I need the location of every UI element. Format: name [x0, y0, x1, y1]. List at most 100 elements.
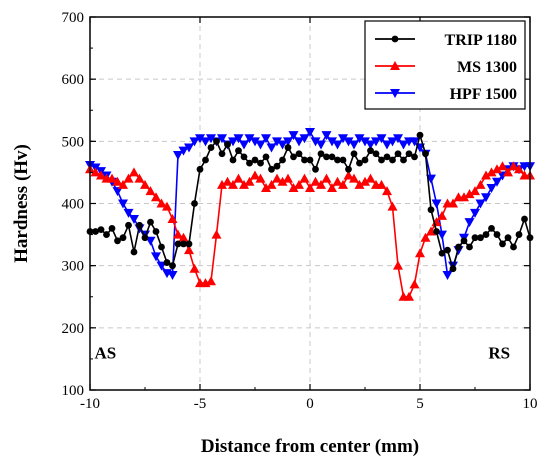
data-point	[354, 134, 365, 144]
data-point	[460, 237, 468, 245]
data-point	[158, 243, 165, 251]
data-point	[459, 192, 469, 202]
data-point	[233, 173, 244, 183]
data-point	[173, 151, 183, 161]
data-point	[387, 201, 398, 211]
data-point	[261, 134, 271, 144]
data-point	[141, 234, 149, 242]
y-tick-label: 200	[62, 321, 85, 337]
data-point	[310, 137, 321, 147]
data-point	[471, 234, 479, 242]
legend-label: TRIP 1180	[445, 32, 517, 49]
data-point	[508, 161, 519, 171]
data-point	[477, 234, 484, 242]
data-point	[239, 179, 249, 189]
data-point	[180, 240, 187, 248]
data-point	[350, 150, 358, 158]
data-point	[119, 234, 127, 242]
data-point	[360, 137, 370, 147]
data-point	[409, 279, 420, 289]
data-point	[448, 198, 458, 208]
data-point	[404, 291, 414, 301]
data-point	[213, 137, 220, 145]
annotation-rs: RS	[488, 344, 510, 363]
data-point	[255, 173, 266, 183]
data-point	[92, 228, 99, 235]
data-point	[356, 159, 363, 167]
data-point	[464, 189, 475, 199]
data-point	[339, 156, 347, 164]
data-point	[123, 173, 134, 183]
data-point	[251, 156, 259, 164]
data-point	[349, 140, 359, 150]
data-point	[514, 164, 524, 174]
data-point	[189, 137, 200, 147]
data-point	[162, 201, 172, 211]
data-point	[437, 210, 447, 220]
legend-box	[364, 20, 526, 110]
data-point	[255, 140, 266, 150]
data-point	[317, 150, 325, 158]
data-point	[277, 140, 288, 150]
data-point	[218, 150, 226, 158]
data-point	[376, 134, 387, 144]
data-point	[283, 137, 293, 147]
annotation-as: AS	[95, 344, 117, 363]
data-point	[273, 162, 281, 170]
data-point	[360, 176, 370, 186]
data-point	[224, 141, 231, 148]
data-point	[515, 231, 523, 238]
data-point	[349, 173, 359, 183]
series-layer	[85, 128, 535, 301]
data-point	[510, 243, 517, 251]
legend-marker	[391, 35, 399, 43]
data-point	[301, 156, 308, 164]
data-point	[503, 167, 513, 177]
data-point	[343, 170, 354, 180]
annotations: AS RS	[95, 344, 511, 363]
data-point	[206, 276, 216, 286]
data-point	[200, 137, 211, 147]
data-point	[475, 199, 486, 209]
data-point	[261, 182, 271, 192]
data-point	[466, 243, 473, 251]
data-point	[134, 173, 145, 183]
data-point	[244, 134, 255, 144]
data-point	[103, 231, 110, 238]
data-point	[312, 165, 319, 173]
data-point	[420, 232, 431, 242]
data-point	[327, 182, 337, 192]
data-point	[284, 144, 292, 151]
data-point	[151, 192, 161, 202]
data-point	[250, 137, 260, 147]
x-tick-label: 0	[306, 396, 314, 412]
legend-marker	[390, 89, 400, 98]
legend-entry: MS 1300	[375, 59, 517, 76]
data-point	[316, 179, 326, 189]
data-point	[167, 270, 178, 280]
legend: TRIP 1180 MS 1300 HPF 1500	[364, 20, 526, 110]
data-point	[338, 179, 348, 189]
data-point	[338, 134, 348, 144]
data-point	[202, 156, 209, 164]
data-point	[398, 140, 409, 150]
data-point	[488, 224, 495, 232]
data-point	[470, 186, 480, 196]
data-point	[90, 167, 101, 177]
data-point	[327, 137, 337, 147]
data-point	[332, 176, 343, 186]
data-point	[486, 167, 497, 177]
series-trip-1180	[86, 131, 534, 273]
data-point	[257, 159, 264, 167]
data-point	[228, 137, 238, 147]
data-point	[167, 214, 178, 224]
data-point	[222, 176, 233, 186]
data-point	[129, 167, 139, 177]
data-point	[321, 173, 332, 183]
data-point	[328, 153, 336, 161]
data-point	[427, 206, 435, 214]
data-point	[372, 150, 380, 158]
x-axis-title: Distance from center (mm)	[201, 436, 419, 457]
data-point	[389, 156, 396, 164]
